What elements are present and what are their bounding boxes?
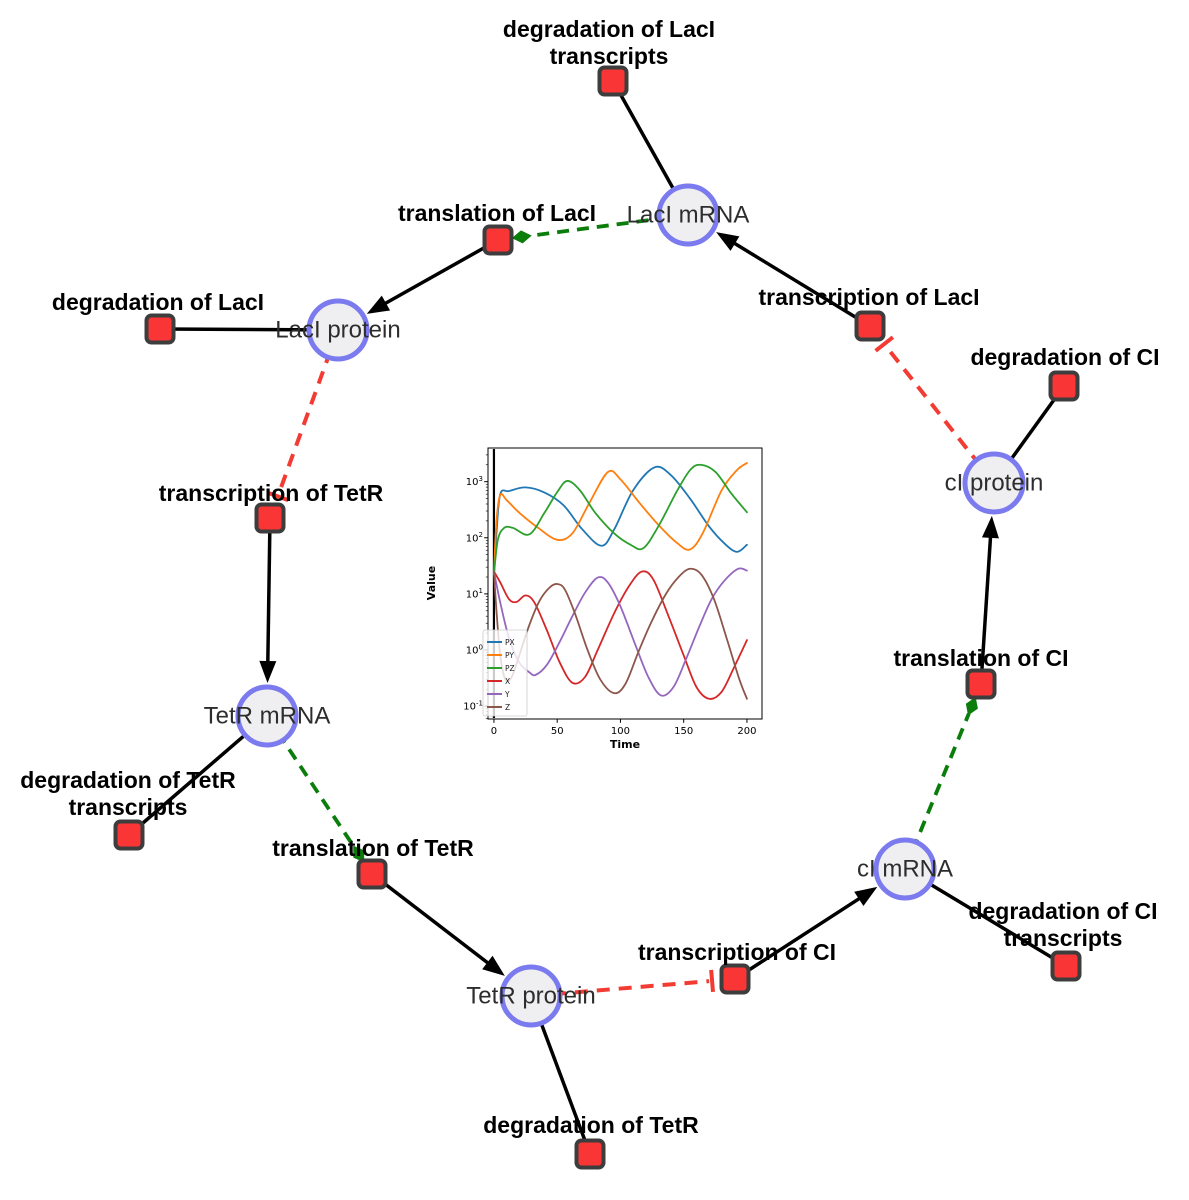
reaction-node-transcription-of-laci[interactable] — [854, 310, 886, 342]
y-tick-label: 101 — [466, 587, 483, 600]
reaction-label-transcription-of-tetr: transcription of TetR — [159, 480, 384, 506]
edge-tetr-protein-transcription-of-ci-tee — [709, 969, 715, 993]
edge-translation-of-tetr-tetr-protein-arrowhead — [482, 955, 505, 976]
y-tick-label: 102 — [466, 531, 483, 544]
reaction-label-degradation-of-ci: degradation of CI — [970, 344, 1159, 370]
series-line-X — [493, 570, 748, 700]
species-node-ci-protein[interactable] — [962, 451, 1026, 515]
reaction-node-degradation-of-tetr-transcripts[interactable] — [113, 819, 145, 851]
series-line-PY — [493, 462, 748, 576]
legend-label-PY: PY — [505, 651, 514, 660]
species-node-tetr-mrna[interactable] — [235, 684, 299, 748]
edge-transcription-of-laci-laci-mrna — [730, 240, 871, 328]
species-label-laci-protein: LacI protein — [275, 317, 400, 344]
x-tick-label: 150 — [674, 726, 693, 737]
reaction-label-transcription-of-laci: transcription of LacI — [758, 284, 979, 310]
edge-transcription-of-ci-ci-mrna-arrowhead — [854, 886, 878, 907]
chart-yaxis-title: Value — [425, 566, 438, 600]
species-node-laci-mrna[interactable] — [656, 183, 720, 247]
species-label-ci-mrna: cI mRNA — [857, 856, 953, 883]
edge-ci-mrna-translation-of-ci-arrowhead — [965, 696, 978, 716]
legend-label-X: X — [505, 677, 510, 686]
edge-translation-of-tetr-tetr-protein — [370, 872, 492, 967]
edge-translation-of-laci-laci-protein-arrowhead — [366, 295, 391, 314]
x-tick-label: 0 — [491, 726, 497, 737]
reaction-node-translation-of-laci[interactable] — [482, 224, 514, 256]
labels-layer: LacI mRNA LacI protein TetR mRNA TetR prote… — [20, 16, 1159, 1138]
edge-transcription-of-laci-laci-mrna-arrowhead — [716, 232, 740, 251]
species-label-laci-mrna: LacI mRNA — [627, 202, 750, 229]
edge-translation-of-laci-laci-protein — [381, 238, 499, 307]
reaction-node-translation-of-tetr[interactable] — [356, 858, 388, 890]
chart-spines — [487, 447, 763, 720]
chart-legend: PX PY PZ XYZ — [482, 629, 528, 717]
edge-ci-protein-transcription-of-laci-tee — [874, 335, 895, 353]
reaction-node-transcription-of-tetr[interactable] — [254, 502, 286, 534]
reaction-node-degradation-of-ci[interactable] — [1048, 370, 1080, 402]
legend-label-PZ: PZ — [505, 664, 515, 673]
reaction-label-translation-of-ci: translation of CI — [893, 645, 1068, 671]
reaction-label-degradation-of-laci: degradation of LacI — [52, 289, 264, 315]
series-line-PX — [493, 465, 748, 576]
series-line-Z — [493, 567, 748, 700]
edge-transcription-of-tetr-tetr-mrna — [266, 517, 272, 666]
edge-translation-of-ci-ci-protein-arrowhead — [981, 515, 999, 539]
reaction-node-translation-of-ci[interactable] — [965, 668, 997, 700]
edge-transcription-of-ci-ci-mrna — [734, 895, 864, 981]
reaction-label-translation-of-laci: translation of LacI — [398, 200, 596, 226]
edge-tetr-mrna-translation-of-tetr-arrowhead — [353, 845, 365, 863]
nodes-layer — [113, 65, 1082, 1170]
species-label-tetr-protein: TetR protein — [466, 983, 595, 1010]
legend-label-Z: Z — [505, 703, 510, 712]
species-label-ci-protein: cI protein — [945, 470, 1044, 497]
edge-laci-mrna-translation-of-laci-arrowhead — [511, 230, 532, 244]
x-tick-label: 50 — [551, 726, 564, 737]
reaction-node-degradation-of-laci[interactable] — [144, 313, 176, 345]
reaction-label-degradation-of-laci-transcripts: degradation of LacI transcripts — [503, 16, 715, 69]
series-line-PZ — [493, 463, 748, 576]
y-tick-label: 103 — [466, 475, 483, 488]
reaction-node-transcription-of-ci[interactable] — [719, 963, 751, 995]
species-node-laci-protein[interactable] — [306, 298, 370, 362]
reaction-label-degradation-of-ci-transcripts: degradation of CI transcripts — [968, 898, 1157, 951]
reaction-label-degradation-of-tetr-transcripts: degradation of TetR transcripts — [20, 767, 236, 820]
reaction-node-degradation-of-ci-transcripts[interactable] — [1050, 950, 1082, 982]
x-tick-label: 100 — [611, 726, 630, 737]
edge-translation-of-ci-ci-protein — [979, 533, 993, 685]
legend-label-PX: PX — [505, 638, 515, 647]
reaction-label-transcription-of-ci: transcription of CI — [638, 939, 836, 965]
species-node-ci-mrna[interactable] — [873, 837, 937, 901]
species-label-tetr-mrna: TetR mRNA — [204, 703, 331, 730]
x-tick-label: 200 — [737, 726, 756, 737]
y-tick-label: 100 — [466, 643, 483, 656]
edge-transcription-of-tetr-tetr-mrna-arrowhead — [259, 660, 277, 684]
species-node-tetr-protein[interactable] — [499, 964, 563, 1028]
reaction-label-translation-of-tetr: translation of TetR — [272, 835, 474, 861]
chart-xaxis-title: Time — [610, 738, 640, 751]
y-tick-label: 10-1 — [463, 699, 483, 712]
reaction-node-degradation-of-tetr[interactable] — [574, 1138, 606, 1170]
chart-series-layer — [493, 462, 748, 700]
edge-laci-protein-transcription-of-tetr-tee — [266, 490, 289, 502]
chart-plot-area: 0 50 100 150 200 10-1 100 101 102 103 PX PY PZ XYZ — [463, 447, 763, 737]
reaction-label-degradation-of-tetr: degradation of TetR — [483, 1112, 699, 1138]
simulation-inset-chart: 0 50 100 150 200 10-1 100 101 102 103 PX PY PZ XYZ Ti… — [425, 447, 763, 751]
reaction-node-degradation-of-laci-transcripts[interactable] — [597, 65, 629, 97]
legend-label-Y: Y — [504, 690, 510, 699]
